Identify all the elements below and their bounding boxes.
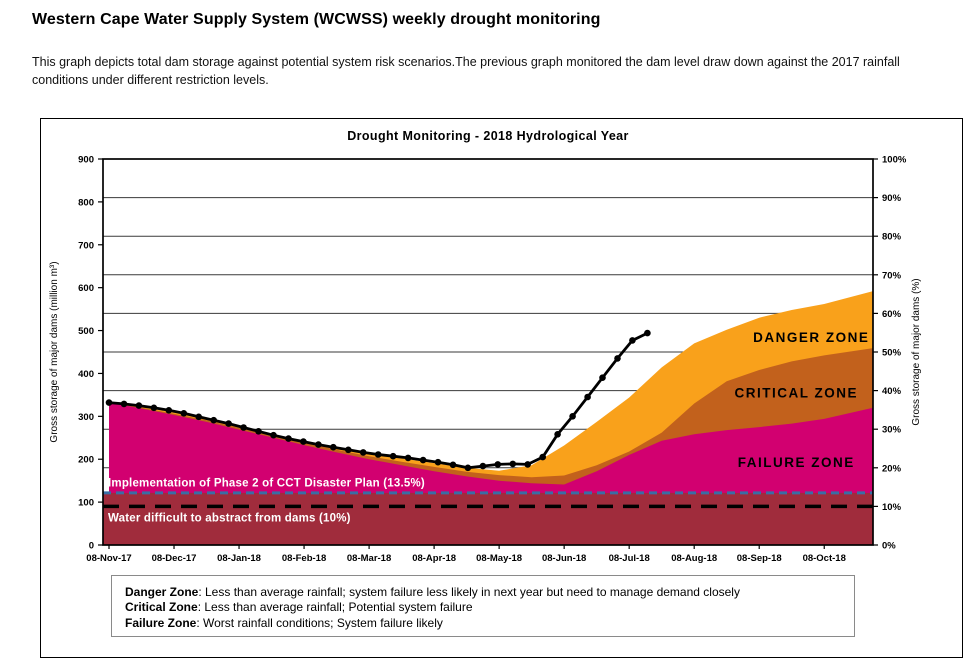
- storage-data-point: [150, 404, 158, 412]
- x-axis-tick-label: 08-Feb-18: [282, 553, 326, 564]
- legend-row-critical: Critical Zone: Less than average rainfal…: [125, 600, 844, 615]
- storage-data-point: [419, 456, 427, 464]
- storage-data-point: [345, 446, 352, 454]
- storage-data-point: [195, 413, 202, 421]
- left-axis-tick-label: 400: [78, 369, 94, 380]
- right-axis-title: Gross storage of major dams (%): [911, 278, 922, 425]
- right-axis-tick-label: 100%: [882, 155, 907, 166]
- right-axis-tick-label: 90%: [882, 193, 902, 204]
- storage-data-point: [599, 374, 606, 381]
- x-axis-tick-label: 08-Aug-18: [671, 553, 717, 564]
- storage-data-point: [135, 402, 143, 409]
- storage-data-point: [315, 441, 322, 448]
- storage-data-point: [509, 460, 517, 468]
- storage-data-point: [285, 435, 292, 442]
- storage-data-point: [210, 416, 217, 424]
- left-axis-tick-label: 700: [78, 240, 94, 251]
- right-axis-tick-label: 70%: [882, 270, 902, 281]
- left-axis-tick-label: 100: [78, 498, 94, 509]
- left-axis-tick-label: 200: [78, 455, 94, 466]
- legend-term-critical: Critical Zone: [125, 600, 198, 615]
- storage-data-point: [434, 458, 442, 466]
- legend-desc-failure: : Worst rainfall conditions; System fail…: [196, 615, 443, 630]
- left-axis-tick-label: 500: [78, 326, 94, 337]
- storage-data-point: [225, 420, 232, 427]
- right-axis-tick-label: 0%: [882, 541, 896, 552]
- storage-data-point: [494, 461, 502, 468]
- page-description: This graph depicts total dam storage aga…: [32, 55, 900, 88]
- chart-svg: 0 100 200 300 400 500 600 700 800 900 0% 10% 20% 30% 4…: [49, 155, 922, 565]
- legend-term-danger: Danger Zone: [125, 585, 199, 599]
- x-axis-tick-label: 08-Apr-18: [412, 553, 456, 564]
- storage-data-point: [180, 410, 188, 417]
- legend-desc-critical: : Less than average rainfall; Potential …: [197, 600, 473, 615]
- right-axis-tick-label: 20%: [882, 463, 902, 474]
- left-axis-tick-label: 600: [78, 283, 94, 294]
- base-zone-area: [103, 492, 873, 545]
- legend-desc-danger: : Less than average rainfall; system fai…: [198, 585, 740, 599]
- x-axis-tick-label: 08-Jan-18: [217, 553, 261, 564]
- zone-legend: Danger Zone: Less than average rainfall;…: [111, 575, 855, 637]
- page-title: Western Cape Water Supply System (WCWSS)…: [32, 11, 601, 28]
- storage-data-point: [120, 400, 128, 408]
- storage-data-point: [270, 431, 277, 439]
- left-axis-tick-label: 900: [78, 155, 94, 166]
- storage-data-point: [554, 431, 561, 438]
- right-axis-tick-label: 80%: [882, 232, 902, 243]
- zone-label-failure-zone: FAILURE ZONE: [738, 455, 855, 470]
- storage-data-point: [105, 399, 113, 406]
- right-axis-tick-label: 30%: [882, 425, 902, 436]
- chart-title: Drought Monitoring - 2018 Hydrological Y…: [347, 129, 629, 143]
- right-axis-tick-label: 50%: [882, 348, 902, 359]
- zone-label-critical-zone: CRITICAL ZONE: [735, 386, 859, 401]
- zone-label-danger-zone: DANGER ZONE: [753, 330, 869, 345]
- storage-data-point: [629, 337, 636, 344]
- x-axis-tick-label: 08-Mar-18: [347, 553, 391, 564]
- chart-container: Drought Monitoring - 2018 Hydrological Y…: [40, 118, 963, 658]
- storage-data-point: [374, 451, 382, 458]
- storage-data-point: [330, 443, 337, 451]
- storage-data-point: [359, 449, 367, 456]
- legend-row-danger: Danger Zone: Less than average rainfall;…: [125, 585, 844, 600]
- storage-data-point: [464, 464, 472, 472]
- left-axis-title: Gross storage of major dams (million m³): [49, 261, 60, 442]
- x-axis-tick-label: 08-Jul-18: [609, 553, 650, 564]
- x-axis-tick-label: 08-Sep-18: [737, 553, 782, 564]
- left-axis-tick-label: 300: [78, 412, 94, 423]
- storage-data-point: [255, 428, 262, 435]
- right-axis-tick-label: 40%: [882, 386, 902, 397]
- x-axis-tick-label: 08-Dec-17: [152, 553, 197, 564]
- reference-line-label-1: Water difficult to abstract from dams (1…: [108, 512, 351, 524]
- legend-row-failure: Failure Zone: Worst rainfall conditions;…: [125, 616, 844, 631]
- x-axis-tick-label: 08-Oct-18: [803, 553, 846, 564]
- x-axis-tick-label: 08-May-18: [476, 553, 522, 564]
- left-axis-tick-label: 0: [89, 541, 94, 552]
- storage-data-point: [569, 413, 576, 420]
- right-axis-tick-label: 10%: [882, 502, 902, 513]
- storage-data-point: [165, 407, 173, 414]
- right-axis-tick-label: 60%: [882, 309, 902, 320]
- x-axis-tick-label: 08-Jun-18: [542, 553, 586, 564]
- storage-data-point: [524, 461, 531, 468]
- storage-data-point: [584, 393, 591, 401]
- storage-data-point: [614, 355, 621, 362]
- legend-term-failure: Failure Zone: [125, 615, 197, 630]
- reference-line-label-0: Implementation of Phase 2 of CCT Disaste…: [108, 477, 425, 489]
- storage-data-point: [404, 454, 412, 462]
- left-axis-tick-label: 800: [78, 197, 94, 208]
- storage-data-point: [300, 438, 307, 445]
- storage-data-point: [389, 452, 397, 460]
- storage-data-point: [240, 424, 247, 431]
- storage-data-point: [644, 329, 651, 337]
- x-axis-tick-label: 08-Nov-17: [86, 553, 131, 564]
- storage-data-point: [479, 462, 487, 470]
- storage-data-point: [539, 453, 546, 461]
- storage-data-point: [449, 461, 457, 469]
